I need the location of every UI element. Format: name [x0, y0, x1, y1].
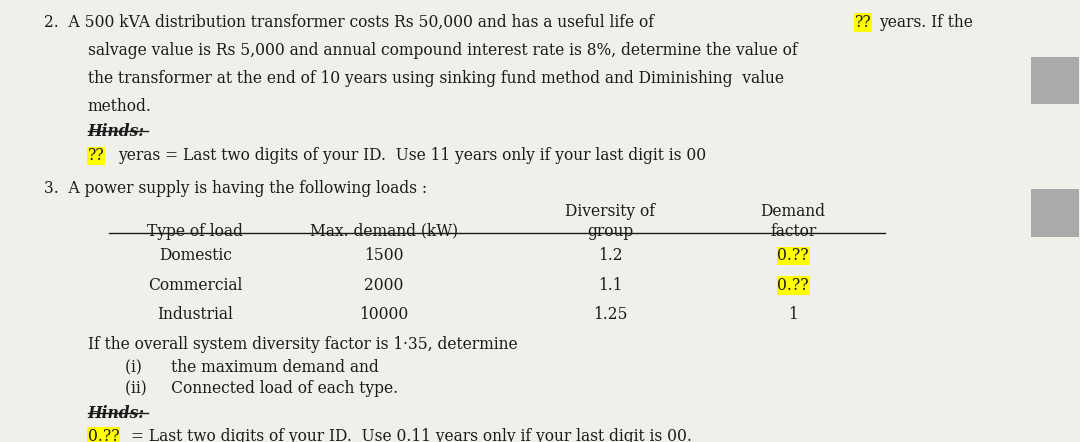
Text: Max. demand (kW): Max. demand (kW): [310, 223, 458, 240]
Text: group: group: [586, 223, 633, 240]
Bar: [1031, 57, 1079, 104]
Text: Hinds:: Hinds:: [87, 405, 145, 422]
Text: Commercial: Commercial: [148, 277, 243, 294]
Text: 1500: 1500: [364, 248, 404, 264]
Text: 1: 1: [788, 306, 798, 323]
Text: yeras = Last two digits of your ID.  Use 11 years only if your last digit is 00: yeras = Last two digits of your ID. Use …: [118, 148, 706, 164]
Text: 0.??: 0.??: [87, 428, 119, 442]
Bar: [1031, 189, 1079, 237]
Text: 3.  A power supply is having the following loads :: 3. A power supply is having the followin…: [44, 179, 428, 197]
Text: Industrial: Industrial: [158, 306, 233, 323]
Text: years. If the: years. If the: [879, 14, 973, 31]
Text: (i)      the maximum demand and: (i) the maximum demand and: [125, 358, 379, 375]
Text: Domestic: Domestic: [159, 248, 232, 264]
Text: ??: ??: [87, 148, 105, 164]
Text: Demand: Demand: [760, 202, 825, 220]
Text: factor: factor: [770, 223, 816, 240]
Text: 1.1: 1.1: [597, 277, 622, 294]
Text: If the overall system diversity factor is 1·35, determine: If the overall system diversity factor i…: [87, 335, 517, 353]
Text: 10000: 10000: [360, 306, 408, 323]
Text: 2.  A 500 kVA distribution transformer costs Rs 50,000 and has a useful life of: 2. A 500 kVA distribution transformer co…: [44, 14, 654, 31]
Text: 2000: 2000: [364, 277, 404, 294]
Text: 1.25: 1.25: [593, 306, 627, 323]
Text: method.: method.: [87, 98, 151, 115]
Text: the transformer at the end of 10 years using sinking fund method and Diminishing: the transformer at the end of 10 years u…: [87, 70, 784, 87]
Text: 1.2: 1.2: [597, 248, 622, 264]
Text: salvage value is Rs 5,000 and annual compound interest rate is 8%, determine the: salvage value is Rs 5,000 and annual com…: [87, 42, 797, 59]
Text: (ii)     Connected load of each type.: (ii) Connected load of each type.: [125, 381, 399, 397]
Text: Hinds:: Hinds:: [87, 123, 145, 140]
Text: ??: ??: [854, 14, 872, 31]
Text: 0.??: 0.??: [778, 248, 809, 264]
Text: = Last two digits of your ID.  Use 0.11 years only if your last digit is 00.: = Last two digits of your ID. Use 0.11 y…: [131, 428, 691, 442]
Text: Type of load: Type of load: [147, 223, 243, 240]
Text: Diversity of: Diversity of: [565, 202, 654, 220]
Text: 0.??: 0.??: [778, 277, 809, 294]
